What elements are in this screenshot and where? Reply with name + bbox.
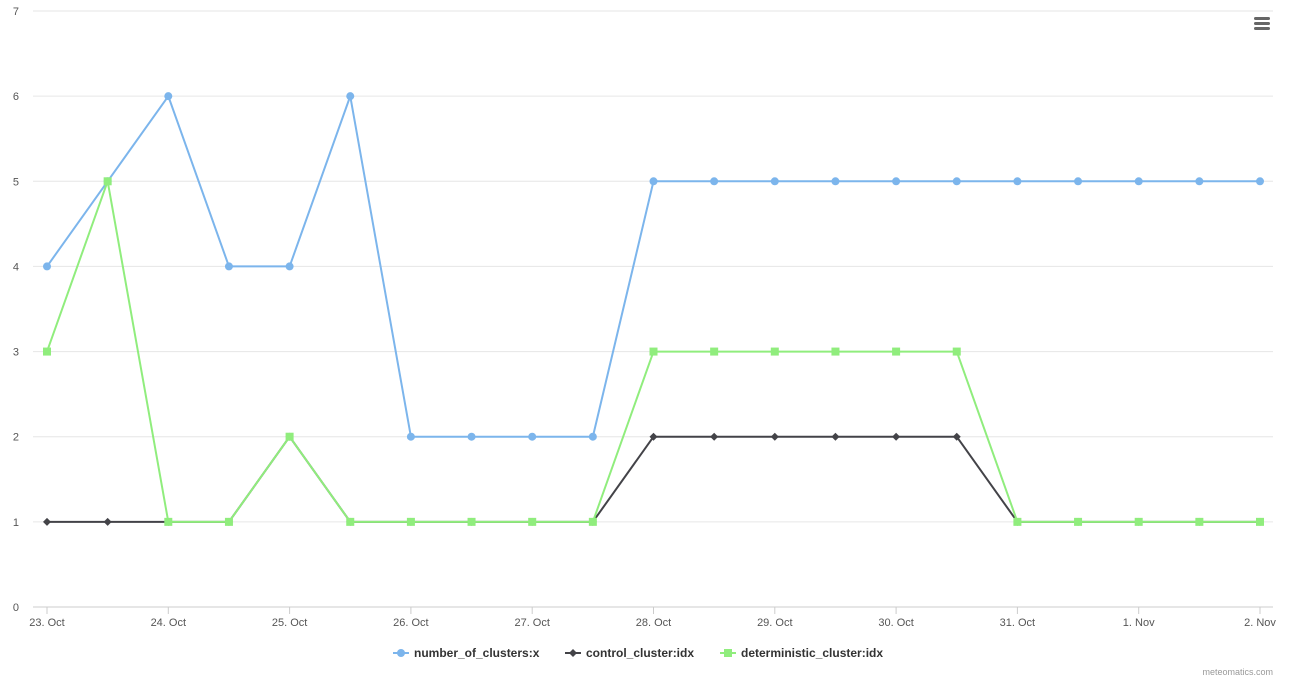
- data-point[interactable]: [770, 347, 779, 356]
- legend-label: control_cluster:idx: [586, 646, 694, 660]
- data-point[interactable]: [831, 432, 840, 441]
- y-tick-label: 4: [13, 261, 19, 273]
- data-point[interactable]: [1256, 177, 1264, 186]
- chart-menu-button[interactable]: [1249, 12, 1273, 34]
- y-tick-label: 7: [13, 6, 19, 18]
- data-point[interactable]: [43, 517, 51, 526]
- data-point[interactable]: [103, 177, 112, 186]
- data-point[interactable]: [528, 432, 537, 441]
- axes: 0 1 2 3 4 5 6 7 23. Oct 24. Oct 25. Oct 26. Oct 27. …: [13, 6, 1277, 629]
- y-tick-label: 3: [13, 347, 19, 359]
- data-point[interactable]: [952, 177, 961, 186]
- data-point[interactable]: [831, 177, 840, 186]
- data-point[interactable]: [406, 432, 415, 441]
- legend-symbol-marker: [397, 649, 405, 657]
- data-point[interactable]: [1074, 517, 1083, 526]
- data-point[interactable]: [103, 517, 112, 526]
- data-point[interactable]: [467, 517, 476, 526]
- data-point[interactable]: [43, 347, 51, 356]
- data-point[interactable]: [1134, 177, 1143, 186]
- x-tick-label: 26. Oct: [393, 617, 428, 629]
- data-point[interactable]: [1013, 517, 1022, 526]
- legend-symbol-marker: [724, 649, 732, 657]
- credits-link[interactable]: meteomatics.com: [1202, 667, 1273, 677]
- x-tick-label: 25. Oct: [272, 617, 307, 629]
- x-tick-label: 1. Nov: [1123, 617, 1155, 629]
- legend-item[interactable]: number_of_clusters:x: [393, 646, 540, 660]
- y-tick-label: 0: [13, 602, 19, 614]
- data-point[interactable]: [649, 347, 658, 356]
- data-point[interactable]: [164, 517, 173, 526]
- data-point[interactable]: [1134, 517, 1143, 526]
- data-point[interactable]: [164, 92, 173, 101]
- legend-item[interactable]: deterministic_cluster:idx: [720, 646, 883, 660]
- data-point[interactable]: [406, 517, 415, 526]
- data-point[interactable]: [831, 347, 840, 356]
- data-point[interactable]: [588, 517, 597, 526]
- series-layer: [43, 92, 1264, 526]
- data-point[interactable]: [770, 177, 779, 186]
- x-tick-label: 31. Oct: [1000, 617, 1035, 629]
- legend-label: number_of_clusters:x: [414, 646, 540, 660]
- data-point[interactable]: [285, 432, 294, 441]
- data-point[interactable]: [1256, 517, 1264, 526]
- data-point[interactable]: [285, 262, 294, 271]
- data-point[interactable]: [892, 347, 901, 356]
- series-line: [46, 435, 1261, 523]
- data-point[interactable]: [1074, 177, 1083, 186]
- data-point[interactable]: [1013, 177, 1022, 186]
- data-point[interactable]: [346, 517, 355, 526]
- x-tick-label: 23. Oct: [29, 617, 64, 629]
- data-point[interactable]: [467, 432, 476, 441]
- y-tick-label: 2: [13, 432, 19, 444]
- data-point[interactable]: [952, 432, 961, 441]
- x-tick-label: 2. Nov: [1244, 617, 1276, 629]
- x-tick-label: 30. Oct: [878, 617, 913, 629]
- data-point[interactable]: [528, 517, 537, 526]
- data-point[interactable]: [588, 432, 597, 441]
- x-tick-label: 29. Oct: [757, 617, 792, 629]
- data-point[interactable]: [649, 177, 658, 186]
- data-point[interactable]: [224, 262, 233, 271]
- data-point[interactable]: [649, 432, 658, 441]
- x-tick-label: 27. Oct: [514, 617, 549, 629]
- data-point[interactable]: [346, 92, 355, 101]
- series-1: [43, 432, 1264, 526]
- grid-lines: [33, 10, 1273, 608]
- data-point[interactable]: [1195, 177, 1204, 186]
- data-point[interactable]: [43, 262, 51, 271]
- legend-label: deterministic_cluster:idx: [741, 646, 883, 660]
- data-point[interactable]: [1195, 517, 1204, 526]
- data-point[interactable]: [892, 432, 901, 441]
- legend[interactable]: number_of_clusters:x control_cluster:idx d…: [393, 646, 883, 660]
- series-2: [43, 177, 1264, 526]
- x-tick-label: 28. Oct: [636, 617, 671, 629]
- y-tick-label: 6: [13, 91, 19, 103]
- data-point[interactable]: [710, 347, 719, 356]
- y-tick-label: 5: [13, 176, 19, 188]
- y-tick-label: 1: [13, 517, 19, 529]
- data-point[interactable]: [892, 177, 901, 186]
- legend-symbol-marker: [569, 649, 577, 657]
- x-tick-label: 24. Oct: [151, 617, 186, 629]
- data-point[interactable]: [710, 432, 719, 441]
- data-point[interactable]: [770, 432, 779, 441]
- data-point[interactable]: [224, 517, 233, 526]
- legend-item[interactable]: control_cluster:idx: [565, 646, 694, 660]
- data-point[interactable]: [952, 347, 961, 356]
- data-point[interactable]: [710, 177, 719, 186]
